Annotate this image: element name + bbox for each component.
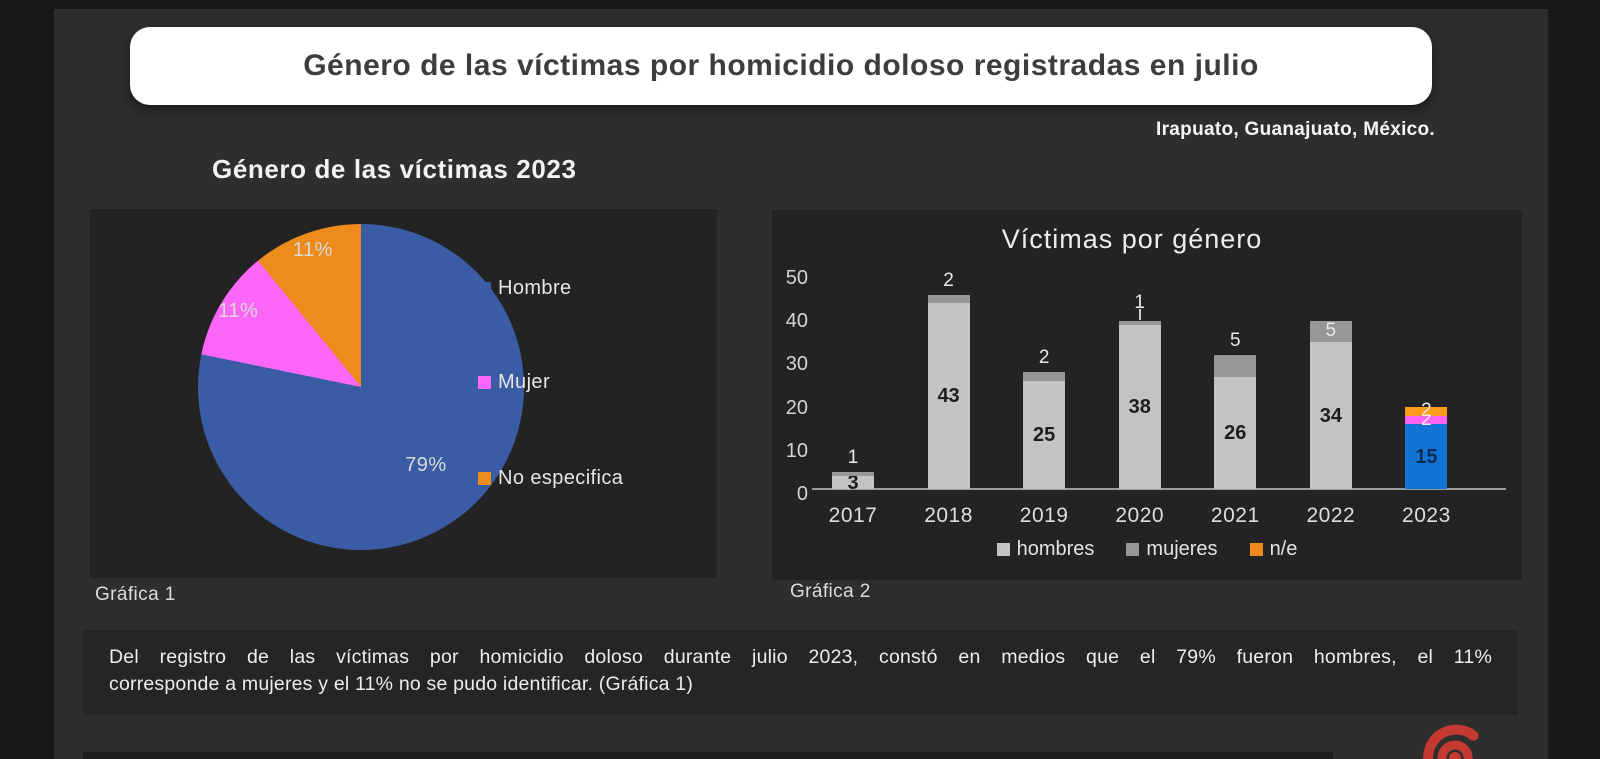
- legend-label: n/e: [1269, 537, 1298, 560]
- label-leader-line: [1138, 308, 1141, 320]
- y-axis-tick-label: 40: [785, 310, 808, 333]
- bar-value-label: 5: [1229, 330, 1241, 352]
- legend-label: No especifica: [498, 467, 624, 489]
- bar-segment-mujeres: [1309, 320, 1352, 343]
- bar-value-label: 38: [1128, 395, 1151, 418]
- slide-title: Género de las víctimas por homicidio dol…: [303, 49, 1259, 82]
- bar-legend-item: hombres: [996, 537, 1095, 561]
- bar-value-label: 2: [1038, 347, 1050, 369]
- pie-slice-label: 79%: [405, 453, 447, 476]
- bar-segment-hombres: [1309, 342, 1352, 489]
- legend-swatch: [478, 282, 491, 295]
- red-spiral-logo-icon: [1408, 718, 1503, 759]
- bar-segment-mujeres: [832, 471, 874, 477]
- pie-legend-item: Hombre: [478, 277, 572, 300]
- x-category-label: 2022: [1306, 504, 1356, 527]
- legend-label: Mujer: [498, 371, 551, 393]
- bar-segment-hombres: [832, 476, 874, 489]
- y-axis-tick-label: 10: [785, 439, 808, 462]
- legend-swatch: [996, 542, 1010, 556]
- bar-segment-mujeres: [1405, 415, 1448, 425]
- x-category-label: 2017: [828, 504, 878, 527]
- bar-segment-hombres: [1405, 424, 1448, 489]
- bar-value-label: 2: [1421, 408, 1432, 430]
- location-caption: Irapuato, Guanajuato, México.: [1156, 119, 1435, 140]
- pie-slice-label: 11%: [218, 299, 259, 322]
- pie-legend-item: No especifica: [478, 467, 623, 490]
- pie-legend-item: Mujer: [478, 371, 550, 394]
- grafica-2-caption: Gráfica 2: [790, 581, 871, 602]
- summary-line-1: Del registro de las víctimas por homicid…: [109, 646, 1492, 668]
- bar-value-label: 1: [1134, 291, 1145, 313]
- bar-legend-item: n/e: [1249, 537, 1298, 561]
- pie-chart: [198, 224, 524, 550]
- title-box: Género de las víctimas por homicidio dol…: [130, 27, 1432, 105]
- bar-segment-mujeres: [1118, 320, 1161, 325]
- bar-segment-hombres: [1214, 376, 1257, 489]
- bar-legend-item: mujeres: [1126, 537, 1218, 561]
- bar-value-label: 15: [1415, 445, 1438, 468]
- bar-segment-mujeres: [927, 294, 970, 304]
- legend-label: mujeres: [1146, 537, 1218, 560]
- y-axis-tick-label: 30: [785, 353, 808, 376]
- summary-line-2: corresponde a mujeres y el 11% no se pud…: [109, 673, 694, 695]
- legend-label: Hombre: [498, 277, 572, 299]
- bar-chart-title: Víctimas por género: [1001, 224, 1263, 254]
- x-axis-line: [812, 488, 1506, 490]
- bar-segment-hombres: [927, 303, 970, 489]
- bar-value-label: 2: [943, 269, 954, 291]
- x-category-label: 2023: [1402, 504, 1451, 527]
- bar-segment-mujeres: [1214, 355, 1257, 377]
- bar-value-label: 2: [1421, 400, 1432, 422]
- bar-value-label: 5: [1325, 320, 1337, 342]
- x-category-label: 2021: [1210, 504, 1260, 527]
- presentation-slide: Género de las víctimas por homicidio dol…: [54, 9, 1548, 759]
- legend-swatch: [478, 472, 491, 485]
- y-axis-tick-label: 20: [785, 396, 808, 419]
- bar-chart-legend: hombres mujeres n/e: [772, 536, 1522, 562]
- pie-chart-heading: Género de las víctimas 2023: [212, 154, 577, 184]
- x-category-label: 2018: [924, 504, 973, 527]
- y-axis-tick-label: 50: [785, 267, 808, 289]
- bar-chart-panel: Víctimas por género hombres mujeres n/e 0 1…: [772, 210, 1522, 580]
- bar-value-label: 3: [847, 471, 859, 494]
- bar-value-label: 26: [1224, 421, 1247, 444]
- bar-segment-mujeres: [1023, 372, 1066, 381]
- bar-segment-hombres: [1023, 381, 1066, 489]
- y-axis-tick-label: 0: [796, 483, 808, 505]
- bottom-strip: [83, 752, 1333, 759]
- bar-value-label: 34: [1319, 404, 1342, 427]
- legend-swatch: [478, 376, 491, 389]
- bar-segment-hombres: [1118, 324, 1161, 489]
- x-category-label: 2020: [1115, 504, 1165, 527]
- pie-slice-label: 11%: [292, 238, 333, 261]
- grafica-1-caption: Gráfica 1: [95, 584, 176, 605]
- bar-value-label: 25: [1033, 424, 1056, 446]
- legend-swatch: [1126, 542, 1140, 556]
- bar-value-label: 1: [847, 446, 859, 468]
- bar-segment-n-e: [1405, 406, 1448, 416]
- summary-text-panel: Del registro de las víctimas por homicid…: [83, 630, 1518, 715]
- legend-label: hombres: [1016, 537, 1095, 560]
- legend-swatch: [1249, 542, 1263, 556]
- x-category-label: 2019: [1019, 504, 1069, 527]
- pie-chart-panel: 79% 11% 11% Hombre Mujer No especifica: [90, 209, 717, 578]
- bar-value-label: 43: [937, 385, 960, 408]
